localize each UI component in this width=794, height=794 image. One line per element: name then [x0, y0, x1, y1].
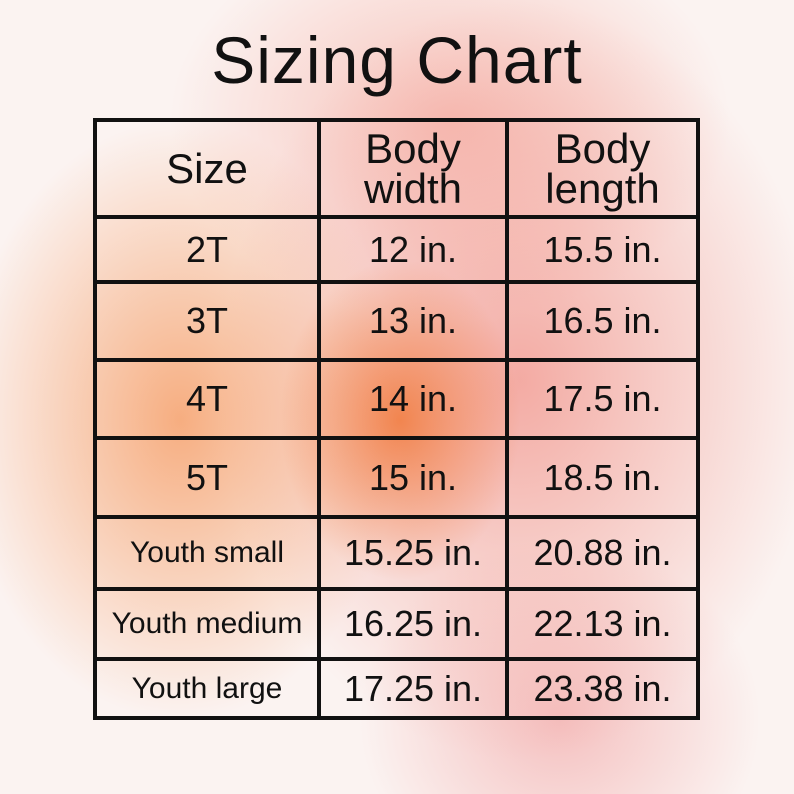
table-cell: 14 in. [321, 362, 509, 440]
header-cell: Body length [509, 122, 700, 219]
table-cell: 20.88 in. [509, 519, 700, 591]
table-cell: 4T [97, 362, 321, 440]
table-cell: 17.5 in. [509, 362, 700, 440]
table-cell: 3T [97, 284, 321, 362]
header-cell: Body width [321, 122, 509, 219]
table-cell: 23.38 in. [509, 661, 700, 720]
table-cell: 15.5 in. [509, 219, 700, 284]
table-cell: 2T [97, 219, 321, 284]
table-cell: 17.25 in. [321, 661, 509, 720]
table-cell: Youth small [97, 519, 321, 591]
table-cell: 15 in. [321, 440, 509, 519]
title: Sizing Chart [211, 23, 583, 97]
sizing-table: Size Body width Body length 2T 12 in. 15.5 in… [93, 118, 700, 720]
header-cell: Size [97, 122, 321, 219]
table-cell: 13 in. [321, 284, 509, 362]
table-cell: Youth medium [97, 591, 321, 661]
table-cell: Youth large [97, 661, 321, 720]
table-cell: 15.25 in. [321, 519, 509, 591]
table-cell: 5T [97, 440, 321, 519]
table-cell: 16.25 in. [321, 591, 509, 661]
table-cell: 18.5 in. [509, 440, 700, 519]
table-cell: 12 in. [321, 219, 509, 284]
table-cell: 16.5 in. [509, 284, 700, 362]
table-cell: 22.13 in. [509, 591, 700, 661]
